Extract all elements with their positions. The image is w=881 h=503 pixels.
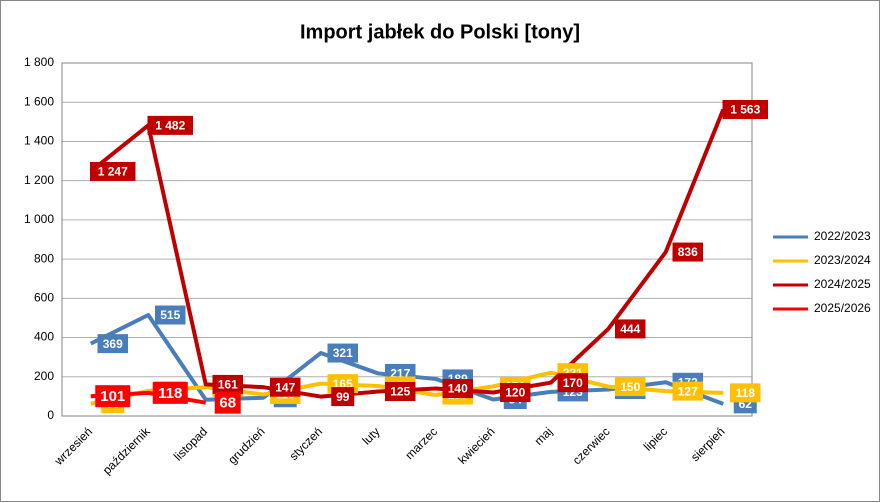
y-tick-label: 1 600 bbox=[24, 94, 54, 108]
data-label: 118 bbox=[736, 386, 756, 400]
data-label-box bbox=[672, 242, 703, 262]
data-label: 161 bbox=[218, 378, 238, 392]
data-label: 150 bbox=[620, 380, 640, 394]
data-label-box bbox=[212, 374, 243, 394]
data-label-box bbox=[615, 319, 646, 339]
data-label-box bbox=[500, 382, 531, 402]
data-label-box bbox=[615, 377, 646, 397]
legend-label: 2025/2026 bbox=[814, 301, 871, 315]
data-label-box bbox=[214, 391, 241, 414]
y-tick-label: 1 800 bbox=[24, 55, 54, 69]
data-label-box bbox=[442, 379, 473, 399]
data-label: 68 bbox=[219, 395, 236, 412]
data-label-box bbox=[155, 305, 186, 325]
data-label: 1 482 bbox=[155, 119, 185, 133]
data-label: 1 563 bbox=[730, 103, 760, 117]
data-label-box bbox=[730, 383, 761, 403]
data-label: 170 bbox=[563, 376, 583, 390]
data-label: 99 bbox=[336, 390, 350, 404]
y-tick-label: 400 bbox=[34, 330, 54, 344]
legend-label: 2024/2025 bbox=[814, 277, 871, 291]
data-label: 125 bbox=[390, 385, 410, 399]
data-label: 836 bbox=[678, 245, 698, 259]
data-label-box bbox=[97, 334, 128, 354]
data-label: 369 bbox=[103, 337, 123, 351]
data-label: 120 bbox=[505, 386, 525, 400]
data-label: 140 bbox=[448, 382, 468, 396]
data-label-box bbox=[722, 99, 768, 119]
data-label-box bbox=[331, 387, 355, 407]
data-label: 118 bbox=[158, 385, 182, 402]
data-label: 515 bbox=[160, 308, 180, 322]
data-label-box bbox=[672, 381, 703, 401]
data-label-box bbox=[270, 377, 301, 397]
y-tick-label: 200 bbox=[34, 369, 54, 383]
data-label: 101 bbox=[100, 388, 125, 405]
legend-label: 2022/2023 bbox=[814, 229, 871, 243]
data-label-box bbox=[147, 115, 193, 135]
plot-border bbox=[61, 62, 753, 417]
y-tick-label: 1 400 bbox=[24, 134, 54, 148]
data-label: 147 bbox=[275, 380, 295, 394]
data-label-box bbox=[152, 381, 188, 404]
legend-label: 2023/2024 bbox=[814, 253, 871, 267]
data-label-box bbox=[385, 381, 416, 401]
y-tick-label: 1 000 bbox=[24, 212, 54, 226]
data-label-box bbox=[327, 343, 358, 363]
data-label-box bbox=[95, 385, 131, 408]
data-label: 444 bbox=[620, 322, 640, 336]
data-label: 127 bbox=[678, 384, 698, 398]
y-tick-label: 0 bbox=[47, 408, 54, 422]
data-label: 321 bbox=[333, 346, 353, 360]
data-label-box bbox=[90, 161, 136, 181]
chart-title: Import jabłek do Polski [tony] bbox=[300, 21, 580, 43]
data-label-box bbox=[557, 373, 588, 393]
data-label: 1 247 bbox=[98, 165, 128, 179]
y-tick-label: 1 200 bbox=[24, 173, 54, 187]
y-tick-label: 800 bbox=[34, 251, 54, 265]
y-tick-label: 600 bbox=[34, 291, 54, 305]
